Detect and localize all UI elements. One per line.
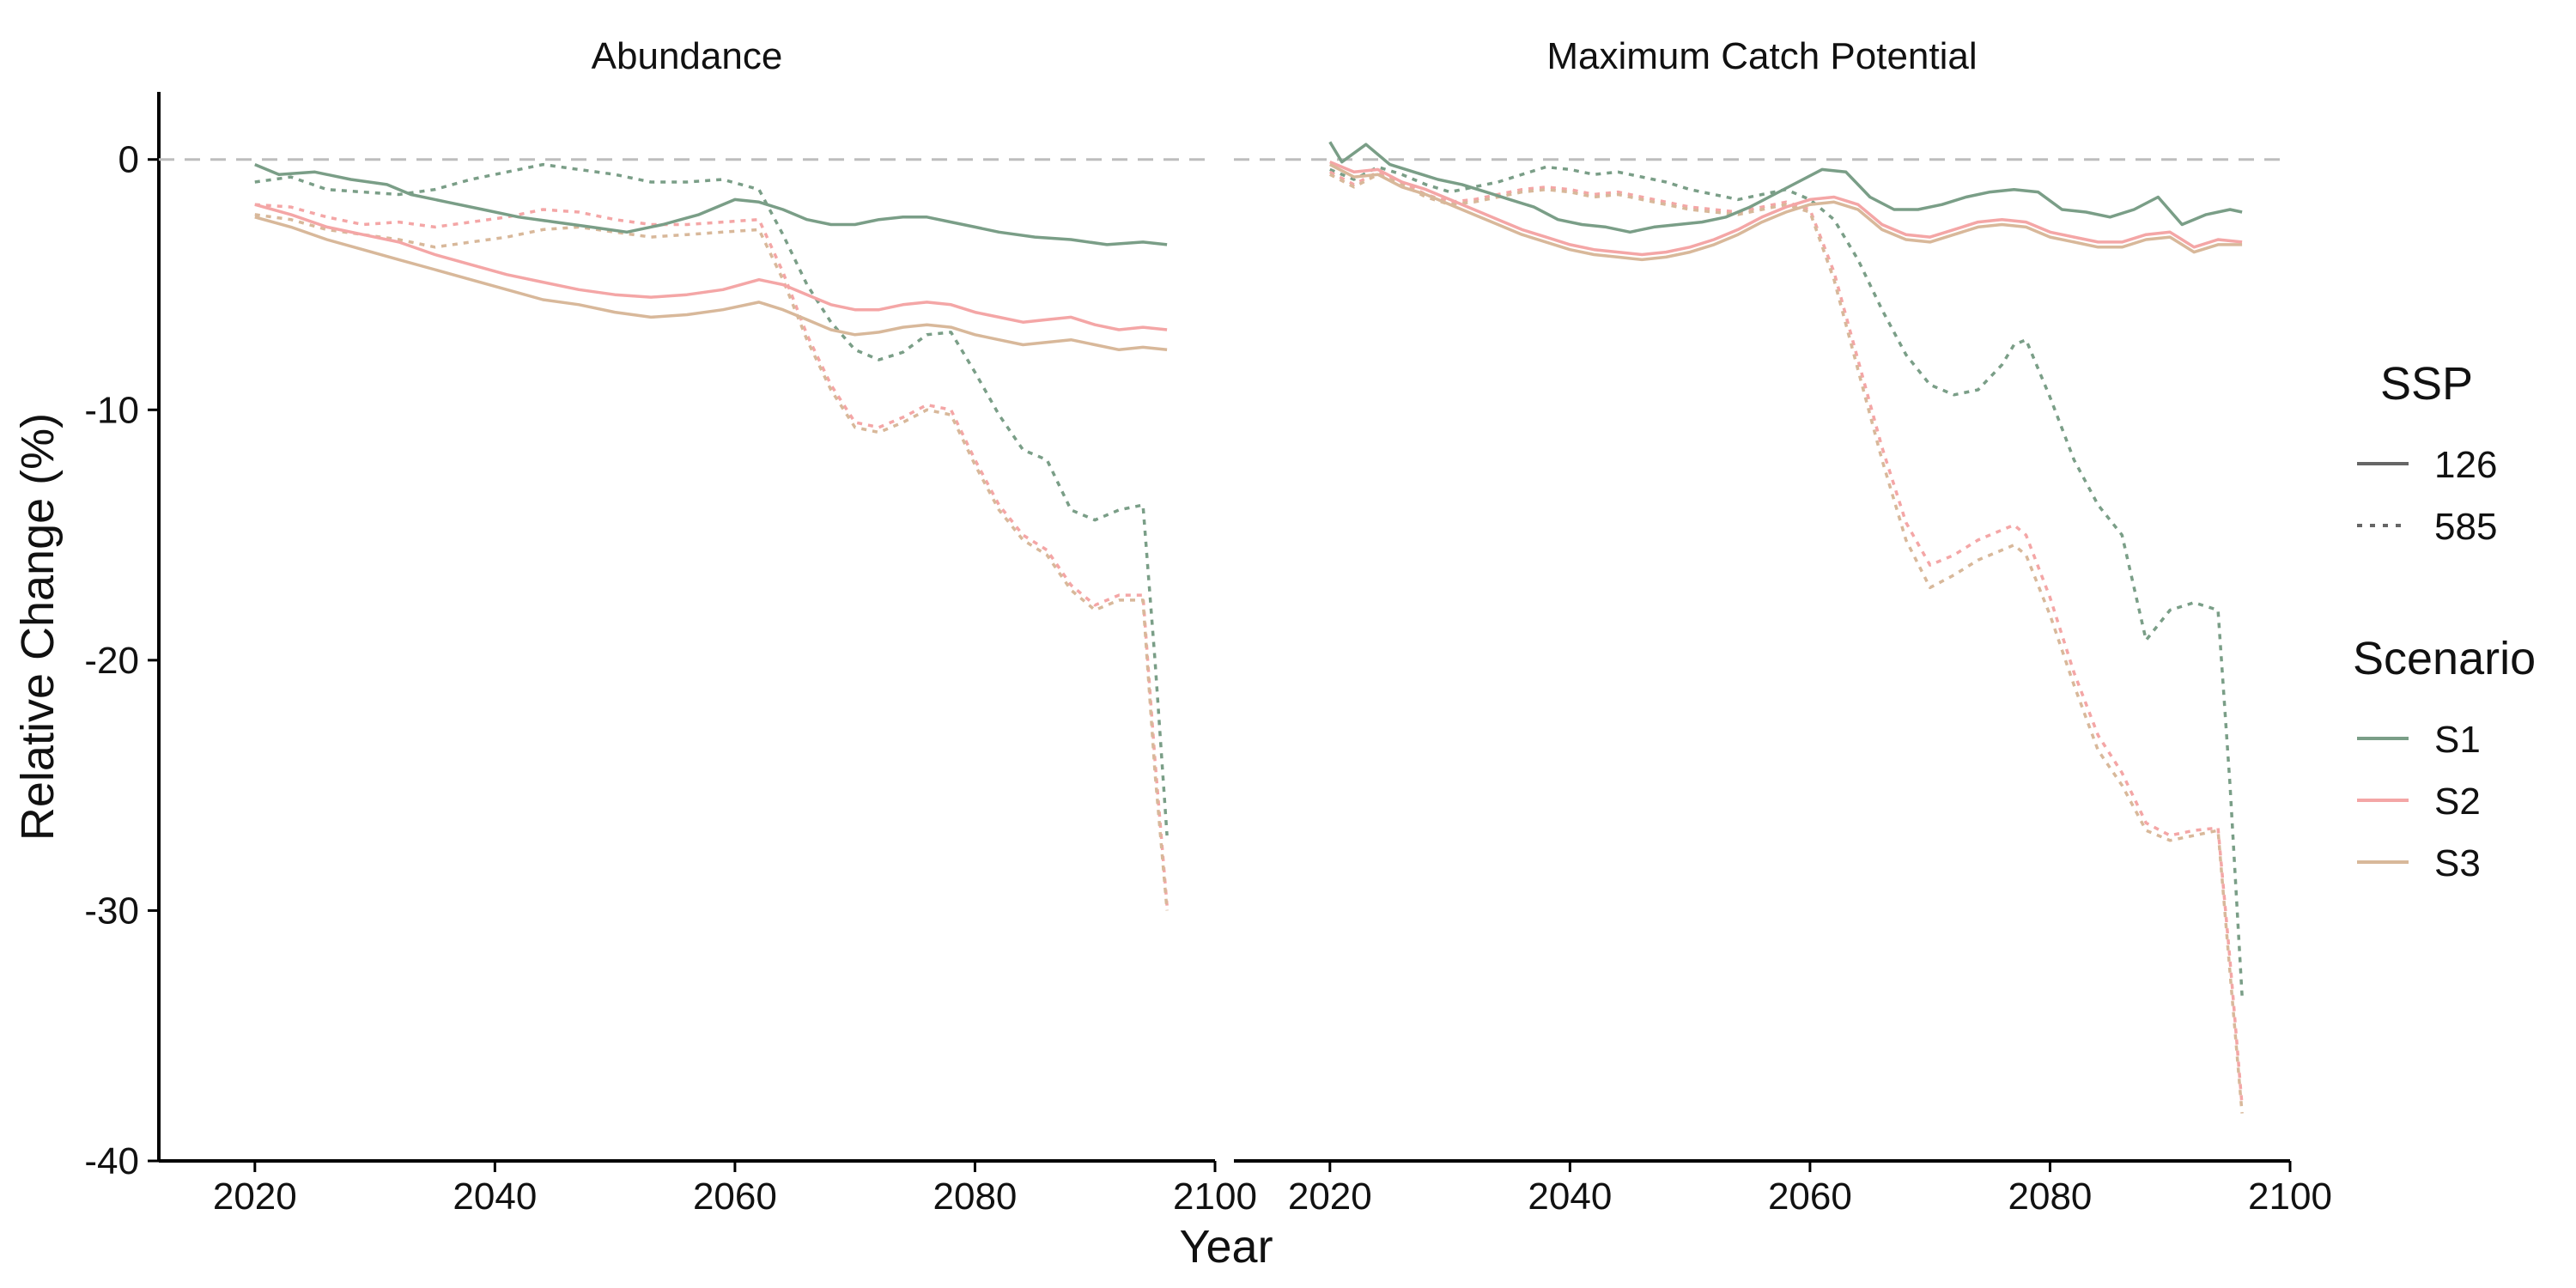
y-tick-label: -20 (84, 640, 139, 682)
series-line-s2-ssp126 (254, 203, 1168, 331)
legend-title-scenario: Scenario (2353, 633, 2536, 684)
x-ticks-abundance: 2020 2040 2060 2080 2100 (213, 1161, 1257, 1218)
panel-title-maximum-catch-potential: Maximum Catch Potential (1546, 35, 1977, 77)
y-tick-label: -40 (84, 1140, 139, 1182)
x-tick-label: 2040 (1528, 1176, 1612, 1218)
series-line-s1-ssp585 (254, 162, 1169, 836)
x-tick-label: 2040 (453, 1176, 537, 1218)
x-tick-label: 2060 (693, 1176, 777, 1218)
series-line-s3-ssp126 (254, 216, 1168, 352)
x-axis-title: Year (1179, 1221, 1273, 1273)
y-tick-label: -10 (84, 389, 139, 431)
plot-area-abundance (159, 158, 1215, 911)
legend-label-ssp-585: 585 (2434, 506, 2497, 548)
panel-maximum-catch-potential: Maximum Catch Potential 2020 2040 2060 2080… (1234, 35, 2332, 1218)
x-tick-label: 2100 (2248, 1176, 2332, 1218)
y-axis-title: Relative Change (%) (12, 413, 64, 841)
series-line-s1-ssp126 (254, 162, 1168, 246)
series-line-s1-ssp585 (1329, 165, 2244, 996)
x-tick-label: 2080 (2008, 1176, 2093, 1218)
series-line-s2-ssp585 (1328, 170, 2244, 1107)
legend-label-s2: S2 (2434, 781, 2481, 823)
legend-title-ssp: SSP (2380, 358, 2473, 410)
plot-area-maximum-catch-potential (1234, 141, 2290, 1114)
y-ticks: 0 -10 -20 -30 -40 (84, 139, 159, 1182)
x-tick-label: 2020 (213, 1176, 297, 1218)
series-line-s3-ssp126 (1328, 163, 2243, 262)
panel-abundance: Abundance 0 -10 -20 -30 -40 2020 2040 2060 2080… (84, 35, 1257, 1218)
x-ticks-maximum-catch-potential: 2020 2040 2060 2080 2100 (1288, 1161, 2332, 1218)
legend-label-s3: S3 (2434, 842, 2481, 884)
series-line-s2-ssp126 (1329, 160, 2243, 257)
legend-label-s1: S1 (2434, 719, 2481, 761)
y-tick-label: 0 (118, 139, 139, 181)
series-line-s2-ssp585 (254, 203, 1169, 906)
x-tick-label: 2020 (1288, 1176, 1372, 1218)
y-tick-label: -30 (84, 890, 139, 932)
series-line-s1-ssp126 (1328, 141, 2243, 234)
legend-label-ssp-126: 126 (2434, 444, 2497, 486)
series-line-s3-ssp585 (1328, 173, 2244, 1114)
x-tick-label: 2060 (1768, 1176, 1852, 1218)
legend: SSP 126 585 Scenario S1 S2 S3 (2353, 358, 2536, 884)
x-tick-label: 2080 (933, 1176, 1018, 1218)
series-line-s3-ssp585 (254, 213, 1169, 911)
panel-title-abundance: Abundance (592, 35, 783, 77)
x-tick-label: 2100 (1173, 1176, 1257, 1218)
